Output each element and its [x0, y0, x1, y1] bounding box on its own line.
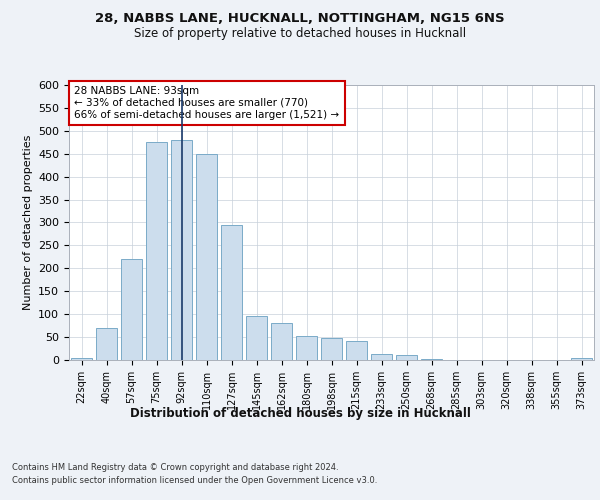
Bar: [421, 359, 442, 360]
Bar: [171, 140, 192, 360]
Text: Contains HM Land Registry data © Crown copyright and database right 2024.: Contains HM Land Registry data © Crown c…: [12, 462, 338, 471]
Y-axis label: Number of detached properties: Number of detached properties: [23, 135, 32, 310]
Text: 28 NABBS LANE: 93sqm
← 33% of detached houses are smaller (770)
66% of semi-deta: 28 NABBS LANE: 93sqm ← 33% of detached h…: [74, 86, 340, 120]
Bar: [71, 358, 92, 360]
Bar: [246, 316, 267, 360]
Bar: [96, 328, 117, 360]
Bar: [121, 259, 142, 360]
Bar: [221, 225, 242, 360]
Bar: [271, 324, 292, 360]
Bar: [146, 142, 167, 360]
Bar: [196, 154, 217, 360]
Text: Size of property relative to detached houses in Hucknall: Size of property relative to detached ho…: [134, 28, 466, 40]
Bar: [321, 338, 342, 360]
Bar: [296, 336, 317, 360]
Bar: [396, 356, 417, 360]
Bar: [346, 341, 367, 360]
Text: 28, NABBS LANE, HUCKNALL, NOTTINGHAM, NG15 6NS: 28, NABBS LANE, HUCKNALL, NOTTINGHAM, NG…: [95, 12, 505, 26]
Bar: [571, 358, 592, 360]
Text: Distribution of detached houses by size in Hucknall: Distribution of detached houses by size …: [130, 408, 470, 420]
Text: Contains public sector information licensed under the Open Government Licence v3: Contains public sector information licen…: [12, 476, 377, 485]
Bar: [371, 354, 392, 360]
